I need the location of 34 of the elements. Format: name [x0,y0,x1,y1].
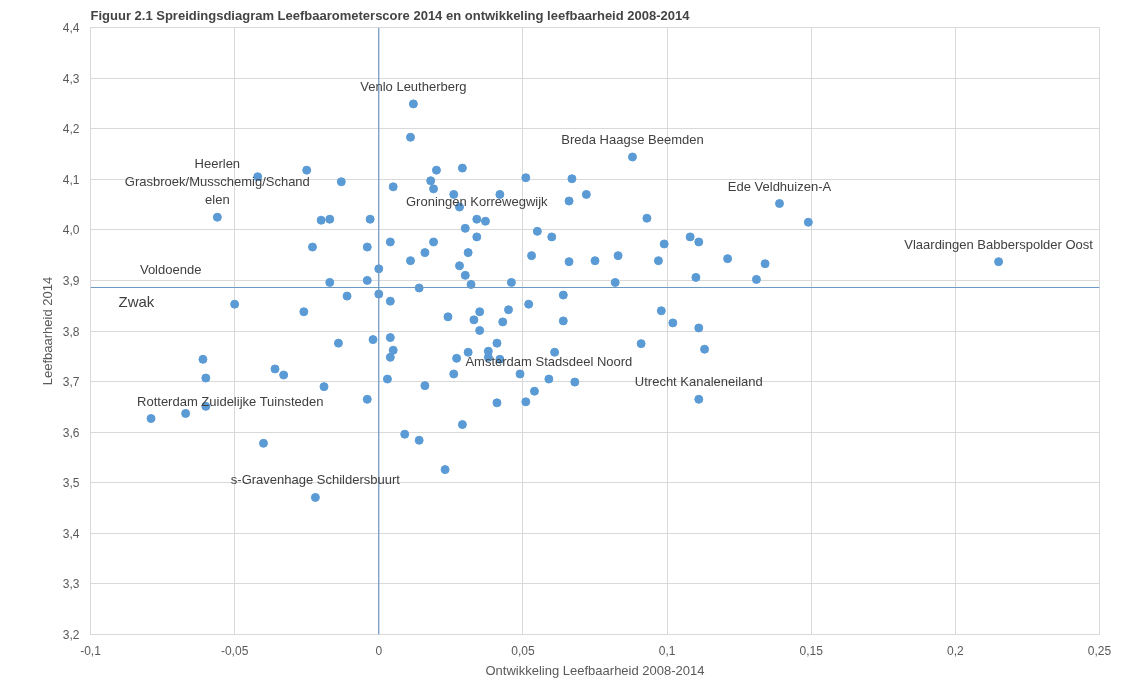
x-tick-label: 0,05 [511,643,535,658]
ref-line-label: Zwak [118,293,155,311]
annotation: Rotterdam Zuidelijke Tuinsteden [137,393,324,409]
y-tick-label: 4,2 [62,122,80,137]
annotation: Ede Veldhuizen-A [727,178,832,194]
y-tick-label: 3,2 [62,628,80,642]
y-tick-label: 3,4 [62,526,80,541]
y-tick-label: 4,4 [62,21,80,35]
annotation: Groningen Korrewegwijk [405,194,549,210]
x-tick-label: 0,1 [658,643,676,658]
x-tick-label: 0,25 [1087,643,1112,658]
y-tick-label: 3,3 [62,577,80,592]
y-tick-label: 3,7 [62,375,80,390]
y-tick-label: 4,1 [62,172,80,187]
annotation: Utrecht Kanaleneiland [634,374,763,390]
x-axis-title: Ontwikkeling Leefbaarheid 2008-2014 [485,662,705,678]
y-tick-label: 3,6 [62,425,80,440]
y-tick-label: 3,8 [62,324,80,339]
y-tick-label: 3,5 [62,476,80,491]
x-tick-label: 0,15 [799,643,824,658]
annotation: Amsterdam Stadsdeel Noord [465,354,633,370]
annotation: Heerlen Grasbroek/Musschemig/Schand elen [124,156,310,208]
x-tick-label: -0,05 [220,643,249,658]
y-tick-label: 4,3 [62,71,80,86]
annotation: Vlaardingen Babberspolder Oost [904,236,1094,252]
y-axis-title: Leefbaarheid 2014 [39,276,55,386]
chart-title: Figuur 2.1 Spreidingsdiagram Leefbaarometerscore 2014 en ontwikkeling leefbaarheid 2008-2014 [90,7,691,23]
x-tick-label: -0,1 [80,643,102,658]
x-tick-label: 0,2 [947,643,965,658]
annotation: Breda Haagse Beemden [561,131,704,147]
annotation: Voldoende [139,262,202,278]
y-tick-label: 3,9 [62,273,80,288]
y-tick-label: 4,0 [62,223,80,238]
x-tick-label: 0 [375,643,383,658]
